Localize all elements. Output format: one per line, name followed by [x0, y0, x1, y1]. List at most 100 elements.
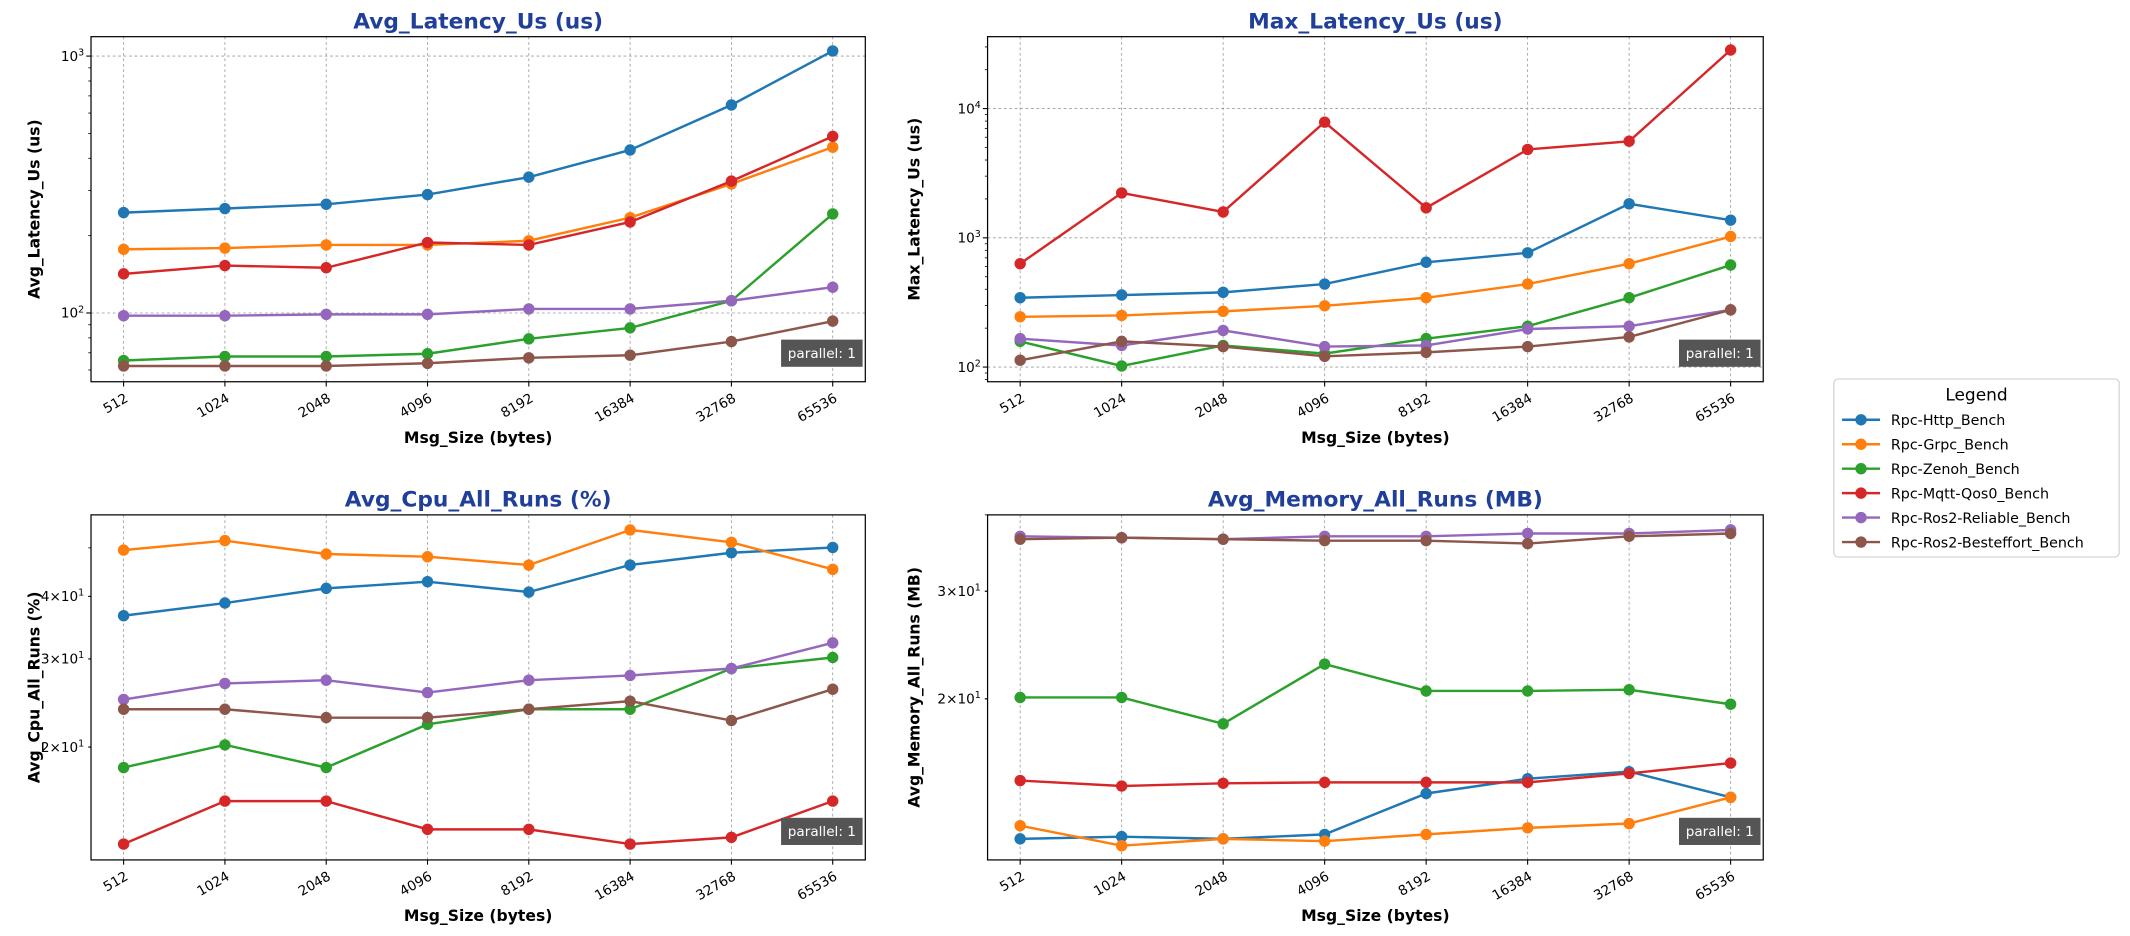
data-point: [1014, 833, 1026, 845]
series-line: [123, 546, 833, 617]
data-point: [1521, 685, 1534, 697]
data-point: [320, 711, 332, 724]
data-point: [1623, 767, 1635, 780]
series-Rpc-Zenoh_Bench: [1014, 658, 1737, 730]
data-point: [320, 674, 332, 686]
y-tick-label: 102: [61, 304, 84, 321]
data-point: [117, 609, 130, 622]
data-point: [1623, 257, 1635, 270]
x-tick-label: 4096: [1294, 869, 1332, 900]
data-point: [827, 683, 839, 695]
series-line: [1019, 49, 1732, 265]
series-line: [1020, 761, 1731, 788]
data-point: [1014, 311, 1026, 323]
series-Rpc-Ros2-Besteffort_Bench: [1014, 304, 1737, 366]
data-point: [523, 586, 535, 598]
legend-item: Rpc-Ros2-Reliable_Bench: [1842, 511, 2070, 527]
data-point: [1724, 304, 1737, 316]
series-line: [1020, 770, 1731, 841]
data-point: [1115, 691, 1128, 704]
data-point: [1318, 278, 1331, 290]
data-point: [1115, 289, 1128, 301]
x-tick-label: 65536: [1693, 869, 1738, 904]
data-point: [421, 551, 434, 563]
data-point: [1318, 300, 1331, 312]
data-point: [320, 582, 332, 595]
series-line: [1019, 796, 1731, 847]
data-point: [725, 99, 738, 111]
data-point: [1014, 292, 1026, 304]
plot-area: [987, 36, 1764, 382]
series-line: [1020, 662, 1731, 726]
x-tick-label: 65536: [795, 869, 840, 904]
data-point: [320, 795, 332, 807]
data-point: [1217, 340, 1229, 353]
y-tick-label-base: 10: [61, 306, 78, 322]
data-point: [523, 239, 535, 251]
data-point: [1217, 718, 1229, 730]
data-point: [1014, 691, 1026, 704]
data-point: [320, 308, 332, 321]
y-tick-label-base: 4×10: [41, 589, 78, 605]
x-tick-label: 4096: [397, 390, 435, 421]
data-point: [1318, 350, 1331, 363]
data-point: [1217, 305, 1229, 318]
y-tick-label-exp: 1: [975, 583, 981, 594]
data-point: [219, 202, 231, 215]
x-tick-label: 16384: [592, 390, 637, 425]
data-point: [1217, 206, 1229, 218]
data-point: [1623, 530, 1635, 542]
series-Rpc-Mqtt-Qos0_Bench: [117, 130, 839, 280]
annotation-badge: [1679, 817, 1761, 845]
x-tick-label: 65536: [795, 390, 840, 425]
data-point: [320, 360, 332, 372]
annotation-badge: [781, 817, 863, 845]
legend-swatch-marker: [1855, 438, 1867, 450]
data-point: [117, 360, 130, 372]
data-point: [624, 559, 636, 571]
y-axis-label: Avg_Latency_Us (us): [25, 119, 43, 299]
data-point: [1217, 533, 1229, 545]
data-point: [1014, 819, 1026, 832]
data-point: [1420, 685, 1432, 697]
y-tick-label-base: 10: [957, 101, 974, 117]
y-tick-label: 104: [957, 100, 980, 117]
y-tick-label-base: 10: [61, 49, 78, 65]
data-point: [827, 130, 839, 143]
legend-swatch-marker: [1855, 462, 1867, 475]
data-point: [725, 831, 738, 844]
chart-title: Avg_Latency_Us (us): [353, 10, 603, 35]
y-tick-label: 4×101: [41, 588, 84, 605]
x-tick-label: 1024: [194, 390, 232, 421]
series-line: [1020, 202, 1731, 300]
data-point: [624, 349, 636, 361]
data-point: [827, 45, 839, 57]
data-point: [1420, 776, 1432, 789]
y-axis-label: Avg_Cpu_All_Runs (%): [25, 592, 43, 784]
legend-label: Rpc-Ros2-Reliable_Bench: [1891, 511, 2071, 527]
axes-frame: [90, 514, 866, 861]
x-tick-label: 512: [101, 869, 131, 896]
chart-title: Max_Latency_Us (us): [1248, 10, 1502, 35]
series-Rpc-Ros2-Besteffort_Bench: [1014, 527, 1737, 550]
data-point: [320, 198, 332, 210]
data-point: [421, 686, 434, 699]
data-point: [1521, 340, 1534, 353]
data-point: [1724, 698, 1737, 710]
data-point: [320, 350, 332, 363]
data-point: [117, 243, 130, 255]
legend-box: [1833, 378, 2120, 558]
data-point: [1014, 533, 1026, 545]
y-tick-label-exp: 4: [975, 100, 981, 111]
data-point: [624, 322, 636, 334]
legend-label: Rpc-Zenoh_Bench: [1891, 462, 2020, 478]
legend-item: Rpc-Zenoh_Bench: [1842, 462, 2020, 478]
series-Rpc-Http_Bench: [117, 45, 839, 219]
x-tick-label: 1024: [194, 869, 232, 900]
data-point: [523, 333, 535, 345]
data-point: [1318, 658, 1331, 670]
chart-title: Avg_Cpu_All_Runs (%): [345, 488, 612, 513]
x-axis-label: Msg_Size (bytes): [404, 907, 552, 925]
data-point: [1420, 346, 1432, 359]
